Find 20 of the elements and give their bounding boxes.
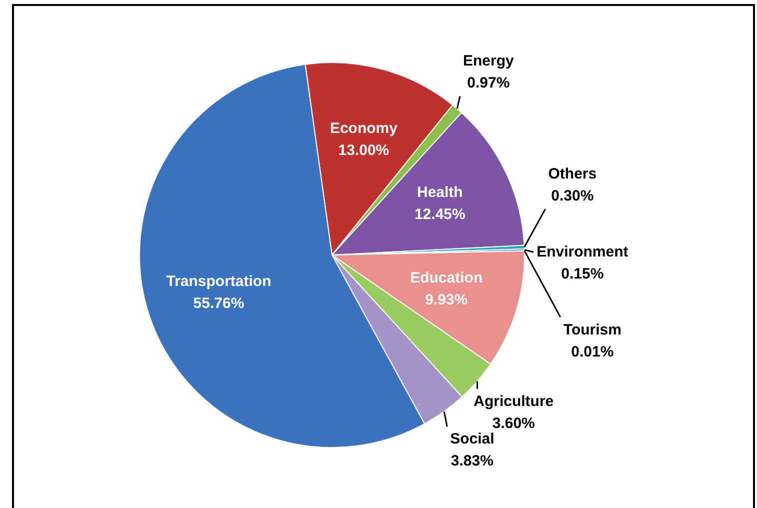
slice-label: Environment (536, 243, 628, 260)
slice-label: Social (450, 430, 494, 448)
slice-label: Tourism (563, 321, 622, 338)
data-label: 13.00% (338, 142, 390, 160)
slice-label: Education (410, 269, 483, 286)
slice-label: Transportation (166, 272, 272, 290)
data-label: 0.15% (561, 265, 604, 282)
slice-label: Energy (462, 52, 514, 70)
slice-label: Agriculture (474, 392, 554, 410)
data-label: 0.97% (467, 74, 510, 92)
data-label: 12.45% (414, 206, 466, 224)
data-label: 0.30% (551, 187, 594, 204)
slice-label: Economy (330, 120, 398, 138)
data-label: 55.76% (193, 294, 244, 312)
data-label: 0.01% (571, 343, 614, 360)
data-label: 3.83% (450, 452, 494, 470)
slice-label: Health (416, 184, 463, 202)
data-label: 3.60% (492, 414, 535, 432)
slice-label: Others (548, 165, 597, 182)
data-label: 9.93% (425, 291, 468, 308)
